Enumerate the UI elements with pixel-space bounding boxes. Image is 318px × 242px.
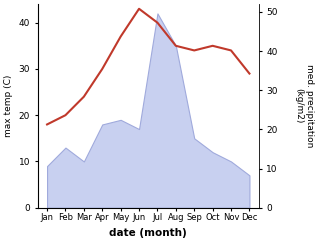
Y-axis label: med. precipitation
(kg/m2): med. precipitation (kg/m2) bbox=[294, 64, 314, 148]
X-axis label: date (month): date (month) bbox=[109, 228, 187, 238]
Y-axis label: max temp (C): max temp (C) bbox=[4, 75, 13, 137]
